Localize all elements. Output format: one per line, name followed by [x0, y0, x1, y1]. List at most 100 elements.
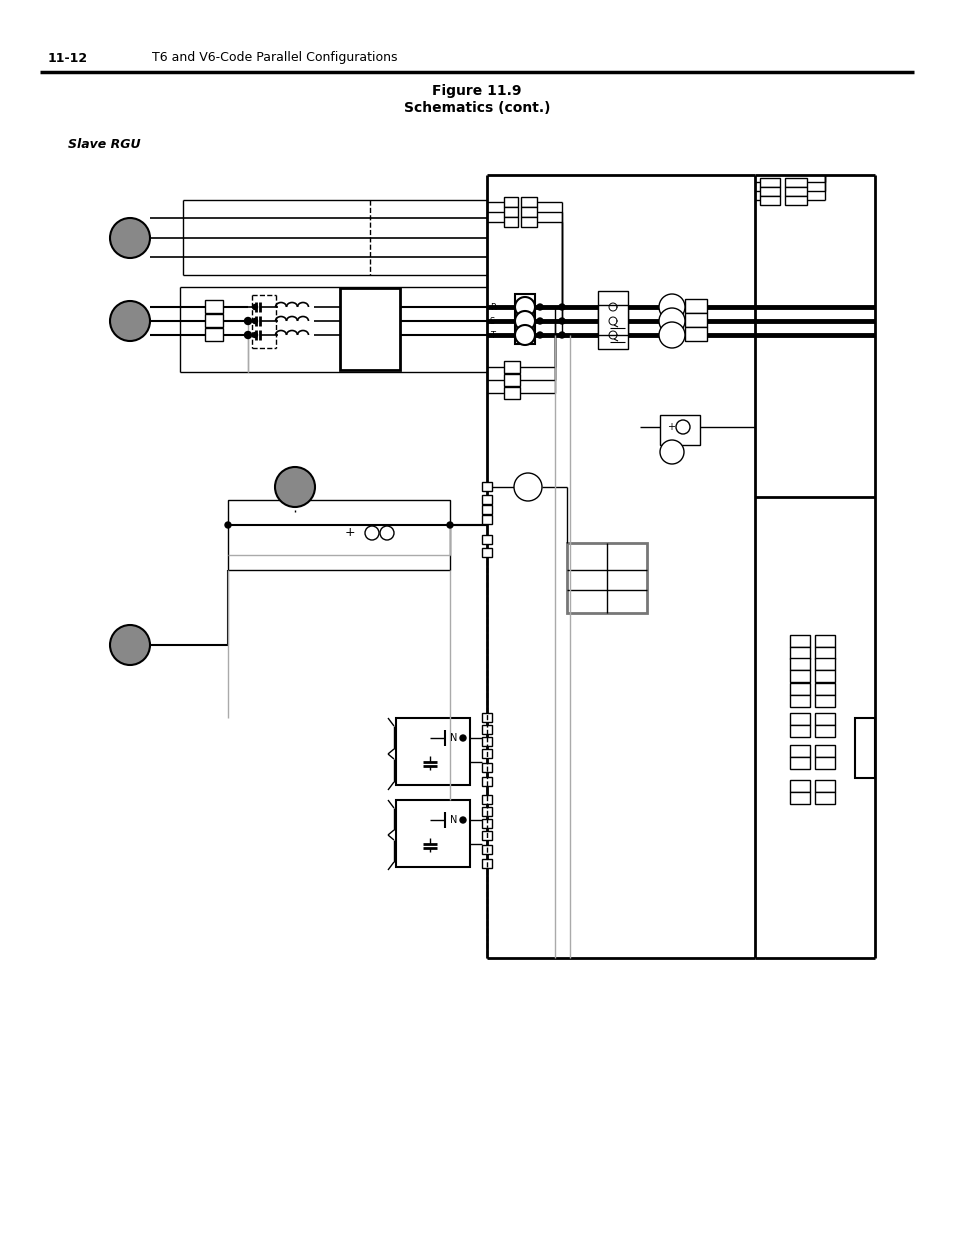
Bar [760, 186, 780, 196]
Bar [481, 515, 492, 524]
Circle shape [537, 332, 542, 338]
Bar [814, 792, 834, 804]
Bar [503, 361, 519, 373]
Bar [854, 718, 874, 778]
Bar [659, 415, 700, 445]
Bar [814, 683, 834, 695]
Bar [205, 314, 223, 327]
Circle shape [244, 317, 252, 325]
Bar [481, 795, 492, 804]
Text: +: + [344, 526, 355, 540]
Bar [814, 725, 834, 737]
Bar [481, 845, 492, 853]
Bar [784, 186, 806, 196]
Bar [481, 860, 492, 868]
Circle shape [110, 301, 150, 341]
Text: R: R [490, 303, 496, 311]
Bar [598, 319, 627, 350]
Bar [789, 792, 809, 804]
Text: 11-12: 11-12 [48, 52, 88, 64]
Circle shape [558, 332, 564, 338]
Bar [684, 312, 706, 327]
Circle shape [253, 319, 257, 324]
Text: T: T [490, 331, 495, 340]
Bar [205, 329, 223, 341]
Bar [789, 671, 809, 682]
Bar [598, 291, 627, 321]
Bar [814, 647, 834, 659]
Bar [481, 505, 492, 514]
Text: S: S [490, 316, 495, 326]
Bar [395, 800, 470, 867]
Circle shape [253, 305, 257, 310]
Bar [760, 196, 780, 205]
Text: +: + [666, 422, 675, 432]
Text: N: N [450, 815, 456, 825]
Text: Figure 11.9: Figure 11.9 [432, 84, 521, 98]
Bar [789, 683, 809, 695]
Circle shape [459, 818, 465, 823]
Bar [684, 327, 706, 341]
Circle shape [447, 522, 453, 529]
Bar [814, 781, 834, 792]
Bar [520, 217, 537, 227]
Circle shape [659, 322, 684, 348]
Bar [481, 548, 492, 557]
Bar [515, 294, 535, 345]
Circle shape [379, 526, 394, 540]
Circle shape [558, 317, 564, 324]
Bar [503, 198, 517, 207]
Circle shape [537, 304, 542, 310]
Bar [566, 543, 646, 613]
Bar [481, 713, 492, 722]
Bar [789, 781, 809, 792]
Bar [481, 819, 492, 827]
Bar [481, 482, 492, 492]
Bar [789, 713, 809, 725]
Bar [789, 725, 809, 737]
Bar [789, 745, 809, 757]
Bar [481, 535, 492, 543]
Bar [814, 757, 834, 769]
Bar [684, 299, 706, 312]
Circle shape [659, 294, 684, 320]
Bar [520, 207, 537, 217]
Circle shape [459, 735, 465, 741]
Bar [503, 387, 519, 399]
Bar [481, 737, 492, 746]
Bar [760, 178, 780, 186]
Bar [481, 763, 492, 772]
Bar [814, 658, 834, 671]
Bar [814, 671, 834, 682]
Bar [814, 635, 834, 647]
Circle shape [659, 440, 683, 464]
Bar [503, 207, 517, 217]
Bar [789, 635, 809, 647]
Bar [481, 495, 492, 504]
Bar [503, 217, 517, 227]
Circle shape [558, 304, 564, 310]
Bar [395, 718, 470, 785]
Bar [789, 757, 809, 769]
Bar [503, 374, 519, 387]
Bar [784, 178, 806, 186]
Circle shape [110, 219, 150, 258]
Bar [481, 806, 492, 816]
Text: N: N [450, 734, 456, 743]
Bar [814, 713, 834, 725]
Bar [339, 288, 399, 370]
Bar [789, 695, 809, 706]
Bar [481, 777, 492, 785]
Bar [598, 305, 627, 335]
Bar [481, 748, 492, 758]
Bar [481, 725, 492, 734]
Circle shape [676, 420, 689, 433]
Circle shape [244, 331, 252, 338]
Bar [784, 196, 806, 205]
Text: Schematics (cont.): Schematics (cont.) [403, 101, 550, 115]
Circle shape [515, 296, 535, 317]
Bar [228, 500, 450, 571]
Circle shape [110, 625, 150, 664]
Circle shape [274, 467, 314, 508]
Bar [789, 647, 809, 659]
